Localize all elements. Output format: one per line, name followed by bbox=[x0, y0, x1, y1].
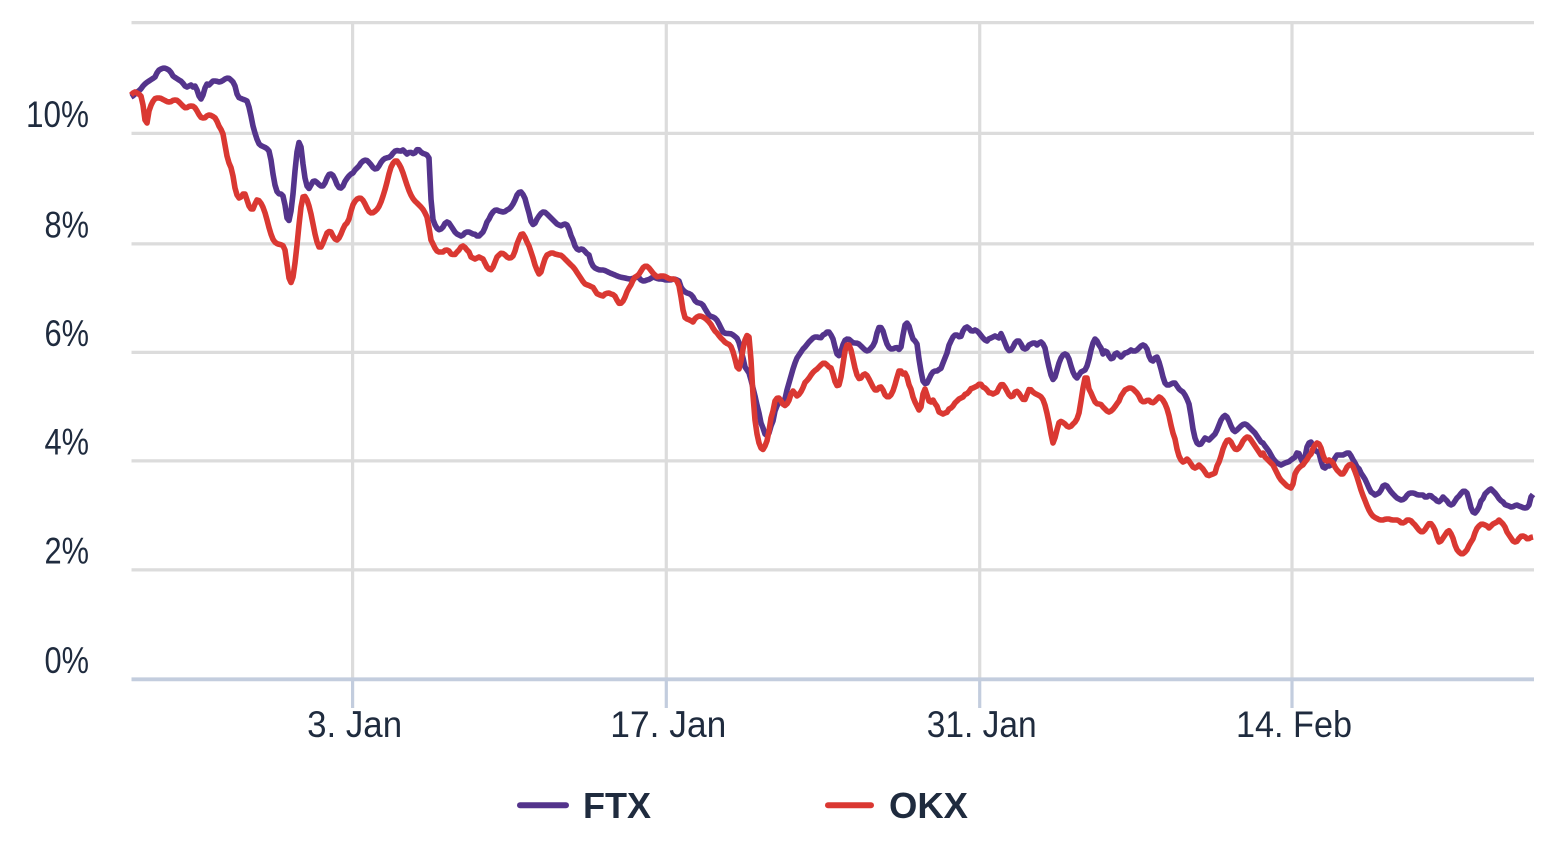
svg-text:14. Feb: 14. Feb bbox=[1236, 704, 1352, 745]
svg-text:8%: 8% bbox=[45, 205, 90, 246]
svg-text:17. Jan: 17. Jan bbox=[610, 704, 726, 745]
svg-text:4%: 4% bbox=[45, 422, 90, 463]
svg-text:31. Jan: 31. Jan bbox=[927, 704, 1037, 745]
svg-text:2%: 2% bbox=[45, 531, 90, 572]
svg-text:6%: 6% bbox=[45, 313, 90, 354]
svg-text:3. Jan: 3. Jan bbox=[307, 704, 402, 745]
svg-text:FTX: FTX bbox=[583, 785, 651, 826]
svg-text:OKX: OKX bbox=[889, 785, 968, 826]
svg-text:10%: 10% bbox=[26, 94, 89, 135]
svg-text:0%: 0% bbox=[45, 640, 90, 681]
